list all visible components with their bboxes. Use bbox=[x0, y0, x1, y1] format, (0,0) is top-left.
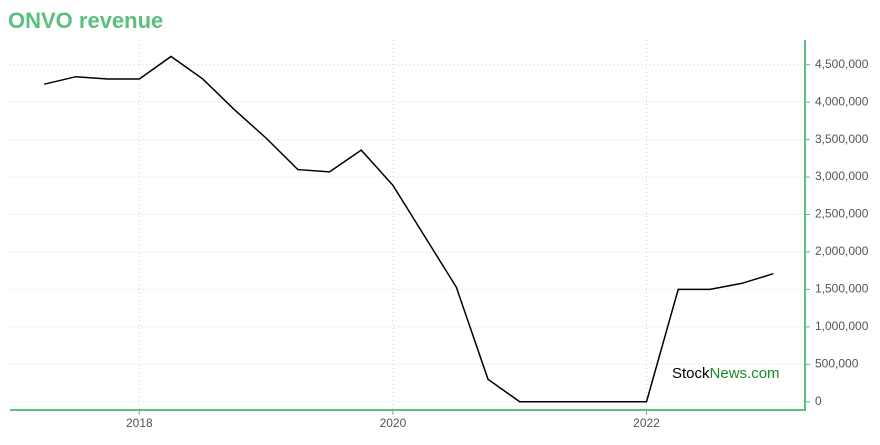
watermark-news: News bbox=[710, 365, 748, 382]
y-tick-label: 1,000,000 bbox=[815, 319, 869, 333]
y-tick-label: 500,000 bbox=[815, 356, 859, 370]
x-tick-label: 2022 bbox=[633, 416, 660, 430]
y-tick-label: 2,000,000 bbox=[815, 244, 869, 258]
line bbox=[44, 55, 774, 403]
watermark-com: .com bbox=[747, 365, 780, 382]
y-tick-label: 1,500,000 bbox=[815, 282, 869, 296]
watermark: StockNews.com bbox=[672, 365, 780, 382]
y-tick-label: 3,500,000 bbox=[815, 132, 869, 146]
y-tick-label: 3,000,000 bbox=[815, 169, 869, 183]
y-tick-label: 2,500,000 bbox=[815, 207, 869, 221]
x-tick-label: 2018 bbox=[126, 416, 153, 430]
y-tick-label: 4,500,000 bbox=[815, 57, 869, 71]
y-tick-label: 4,000,000 bbox=[815, 94, 869, 108]
x-tick-label: 2020 bbox=[380, 416, 407, 430]
y-tick-label: 0 bbox=[815, 394, 822, 408]
watermark-stock: Stock bbox=[672, 365, 710, 382]
chart-title: ONVO revenue bbox=[8, 8, 163, 33]
